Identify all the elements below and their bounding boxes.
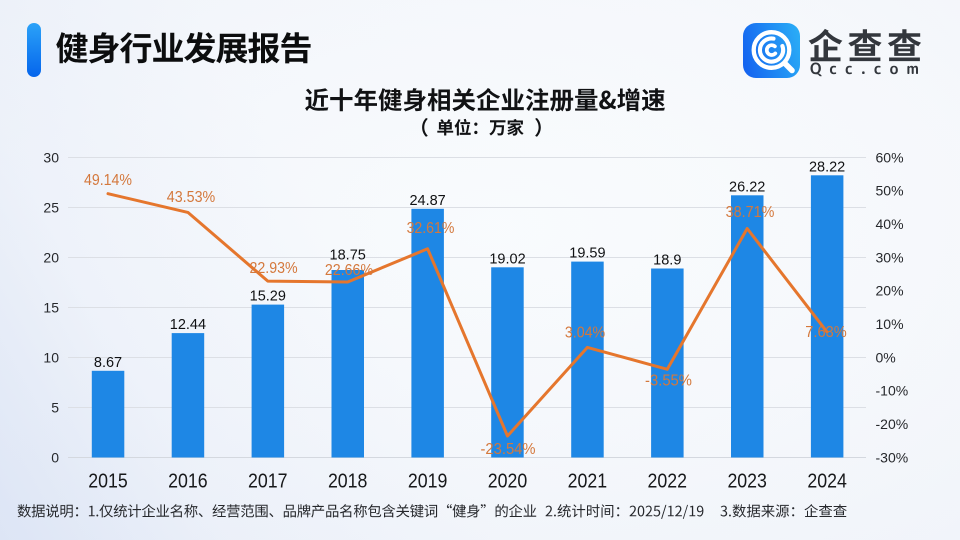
svg-text:-10%: -10% — [876, 383, 909, 399]
svg-text:28.22: 28.22 — [809, 159, 845, 175]
svg-text:18.9: 18.9 — [653, 253, 681, 269]
svg-text:2015: 2015 — [88, 471, 128, 493]
svg-text:26.22: 26.22 — [729, 179, 765, 195]
svg-text:38.71%: 38.71% — [726, 204, 775, 221]
svg-text:15.29: 15.29 — [250, 289, 286, 305]
svg-text:12.44: 12.44 — [170, 317, 206, 333]
svg-text:32.61%: 32.61% — [407, 220, 455, 237]
svg-text:20: 20 — [43, 249, 59, 265]
svg-text:2016: 2016 — [168, 471, 208, 493]
svg-text:40%: 40% — [876, 216, 904, 232]
svg-text:20%: 20% — [876, 283, 904, 299]
svg-text:-20%: -20% — [876, 416, 909, 432]
svg-text:5: 5 — [51, 399, 59, 415]
svg-text:25: 25 — [43, 199, 59, 215]
svg-text:2023: 2023 — [727, 471, 767, 493]
svg-text:22.93%: 22.93% — [250, 260, 298, 277]
svg-text:22.66%: 22.66% — [325, 262, 373, 279]
svg-text:43.53%: 43.53% — [167, 189, 216, 206]
svg-text:2024: 2024 — [807, 471, 847, 493]
svg-text:10%: 10% — [876, 316, 904, 332]
svg-text:19.59: 19.59 — [569, 246, 605, 262]
svg-text:49.14%: 49.14% — [84, 172, 132, 189]
svg-text:30: 30 — [43, 149, 59, 165]
svg-text:2017: 2017 — [248, 471, 288, 493]
svg-text:0: 0 — [51, 449, 59, 465]
svg-text:18.75: 18.75 — [330, 248, 366, 264]
svg-text:2022: 2022 — [648, 471, 688, 493]
svg-text:7.63%: 7.63% — [805, 324, 847, 341]
svg-text:3.04%: 3.04% — [565, 325, 605, 342]
svg-text:15: 15 — [43, 299, 59, 315]
svg-text:10: 10 — [43, 349, 59, 365]
svg-text:30%: 30% — [876, 249, 904, 265]
svg-text:60%: 60% — [876, 149, 904, 165]
svg-text:-3.55%: -3.55% — [645, 373, 692, 390]
svg-text:0%: 0% — [876, 349, 896, 365]
svg-text:2020: 2020 — [488, 471, 528, 493]
svg-text:-30%: -30% — [876, 449, 909, 465]
svg-text:-23.54%: -23.54% — [481, 441, 536, 458]
svg-text:50%: 50% — [876, 183, 904, 199]
svg-text:2021: 2021 — [568, 471, 608, 493]
svg-text:2018: 2018 — [328, 471, 368, 493]
svg-text:19.02: 19.02 — [489, 251, 525, 267]
svg-text:2019: 2019 — [408, 471, 448, 493]
svg-text:8.67: 8.67 — [94, 355, 122, 371]
svg-text:24.87: 24.87 — [409, 193, 445, 209]
